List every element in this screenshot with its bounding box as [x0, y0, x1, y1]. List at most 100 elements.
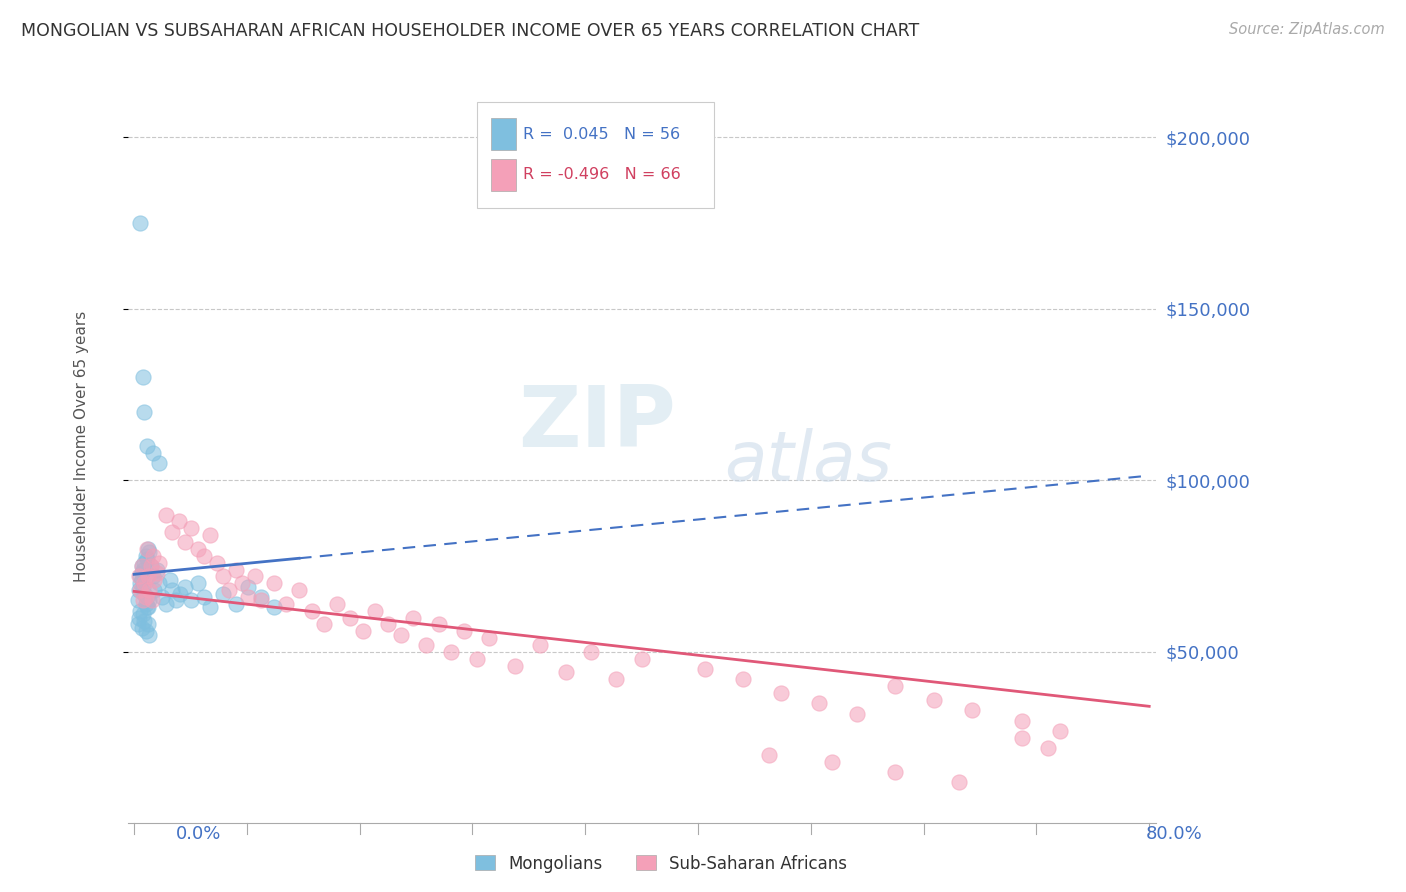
Point	[212, 586, 235, 600]
Point	[134, 614, 156, 628]
Text: atlas: atlas	[724, 427, 891, 494]
Point	[238, 580, 260, 594]
Point	[630, 652, 652, 666]
Point	[134, 576, 156, 591]
Point	[948, 775, 970, 789]
Point	[205, 556, 228, 570]
Point	[231, 576, 253, 591]
Point	[758, 747, 780, 762]
Point	[238, 590, 260, 604]
Point	[148, 456, 170, 470]
Point	[922, 693, 945, 707]
Point	[129, 569, 152, 583]
Point	[165, 593, 187, 607]
Point	[127, 617, 149, 632]
Point	[160, 524, 183, 539]
Point	[155, 508, 177, 522]
Point	[427, 617, 450, 632]
Point	[136, 600, 159, 615]
Bar	[491, 159, 516, 191]
Point	[579, 645, 602, 659]
Point	[148, 576, 170, 591]
Point	[135, 590, 157, 604]
Point	[770, 686, 793, 700]
Point	[1011, 731, 1033, 745]
Point	[1011, 714, 1033, 728]
Point	[135, 624, 157, 639]
Point	[187, 576, 209, 591]
Point	[169, 586, 191, 600]
Legend: Mongolians, Sub-Saharan Africans: Mongolians, Sub-Saharan Africans	[468, 848, 853, 880]
Point	[503, 658, 526, 673]
Point	[314, 617, 336, 632]
Point	[134, 405, 156, 419]
Point	[134, 556, 156, 570]
Point	[605, 673, 627, 687]
Point	[301, 604, 323, 618]
Point	[148, 556, 170, 570]
Point	[389, 628, 412, 642]
Point	[212, 569, 235, 583]
Point	[138, 628, 160, 642]
Point	[136, 617, 159, 632]
Text: MONGOLIAN VS SUBSAHARAN AFRICAN HOUSEHOLDER INCOME OVER 65 YEARS CORRELATION CHA: MONGOLIAN VS SUBSAHARAN AFRICAN HOUSEHOL…	[21, 22, 920, 40]
Point	[141, 593, 163, 607]
Point	[135, 439, 157, 453]
Point	[453, 624, 475, 639]
Text: Source: ZipAtlas.com: Source: ZipAtlas.com	[1229, 22, 1385, 37]
Point	[1049, 723, 1071, 738]
Point	[821, 755, 844, 769]
Point	[808, 697, 831, 711]
Point	[193, 590, 215, 604]
Point	[200, 600, 222, 615]
Point	[142, 569, 165, 583]
Point	[132, 593, 155, 607]
Point	[276, 597, 298, 611]
Point	[478, 631, 501, 645]
Point	[250, 590, 273, 604]
Point	[326, 597, 349, 611]
Point	[225, 562, 247, 576]
Point	[218, 583, 240, 598]
Point	[129, 604, 152, 618]
Point	[134, 586, 156, 600]
Point	[135, 600, 157, 615]
Point	[339, 610, 361, 624]
Point	[364, 604, 387, 618]
Point	[960, 703, 983, 717]
Point	[193, 549, 215, 563]
Point	[139, 559, 162, 574]
Point	[167, 515, 190, 529]
Point	[146, 566, 169, 580]
Point	[129, 216, 152, 230]
Point	[131, 566, 153, 580]
Point	[529, 638, 551, 652]
Text: ZIP: ZIP	[519, 382, 676, 465]
Point	[155, 597, 177, 611]
Point	[138, 593, 160, 607]
Point	[135, 549, 157, 563]
Point	[263, 600, 285, 615]
Point	[554, 665, 576, 680]
Point	[139, 559, 162, 574]
Point	[136, 541, 159, 556]
Point	[146, 562, 169, 576]
Point	[136, 569, 159, 583]
Point	[138, 545, 160, 559]
Point	[131, 573, 153, 587]
Point	[142, 549, 165, 563]
Point	[143, 583, 166, 598]
Point	[733, 673, 755, 687]
Text: R =  0.045   N = 56: R = 0.045 N = 56	[523, 127, 681, 142]
Point	[128, 610, 150, 624]
Point	[159, 573, 181, 587]
Point	[402, 610, 425, 624]
Text: 0.0%: 0.0%	[176, 825, 221, 843]
Point	[173, 535, 195, 549]
Point	[884, 764, 907, 779]
Point	[131, 621, 153, 635]
Point	[415, 638, 437, 652]
Point	[132, 370, 155, 384]
Point	[263, 576, 285, 591]
Point	[132, 580, 155, 594]
